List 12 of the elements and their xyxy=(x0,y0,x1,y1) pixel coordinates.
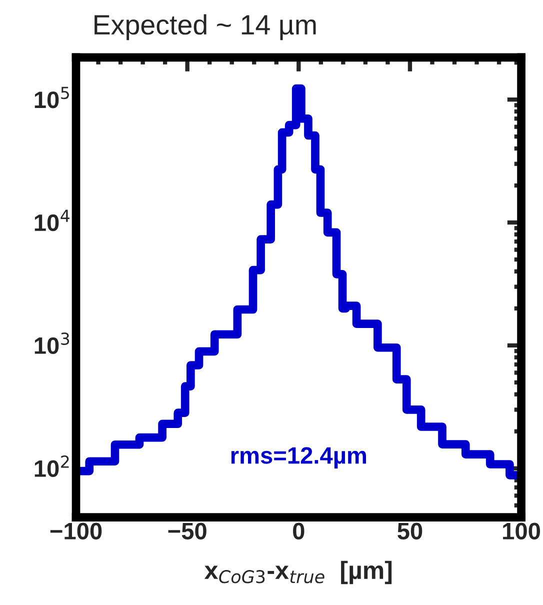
x-tick-label: −100 xyxy=(50,522,102,540)
y-tick-label: 10$^{2}$ xyxy=(34,455,69,477)
y-tick-label: 10$^{4}$ xyxy=(34,210,70,232)
annotation: rms=12.4µm xyxy=(231,447,366,469)
x-axis-title: x$_{CoG3}$-x$_{true}$ [µm] xyxy=(204,560,392,584)
y-tick-label: 10$^{5}$ xyxy=(34,86,69,108)
x-tick-label: 50 xyxy=(398,522,422,540)
y-tick-label: 10$^{3}$ xyxy=(34,332,70,354)
x-tick-label: 0 xyxy=(293,522,304,540)
x-tick-label: 100 xyxy=(503,522,540,540)
chart-title: Expected ~ 14 µm xyxy=(94,14,316,40)
x-tick-label: −50 xyxy=(168,522,206,540)
